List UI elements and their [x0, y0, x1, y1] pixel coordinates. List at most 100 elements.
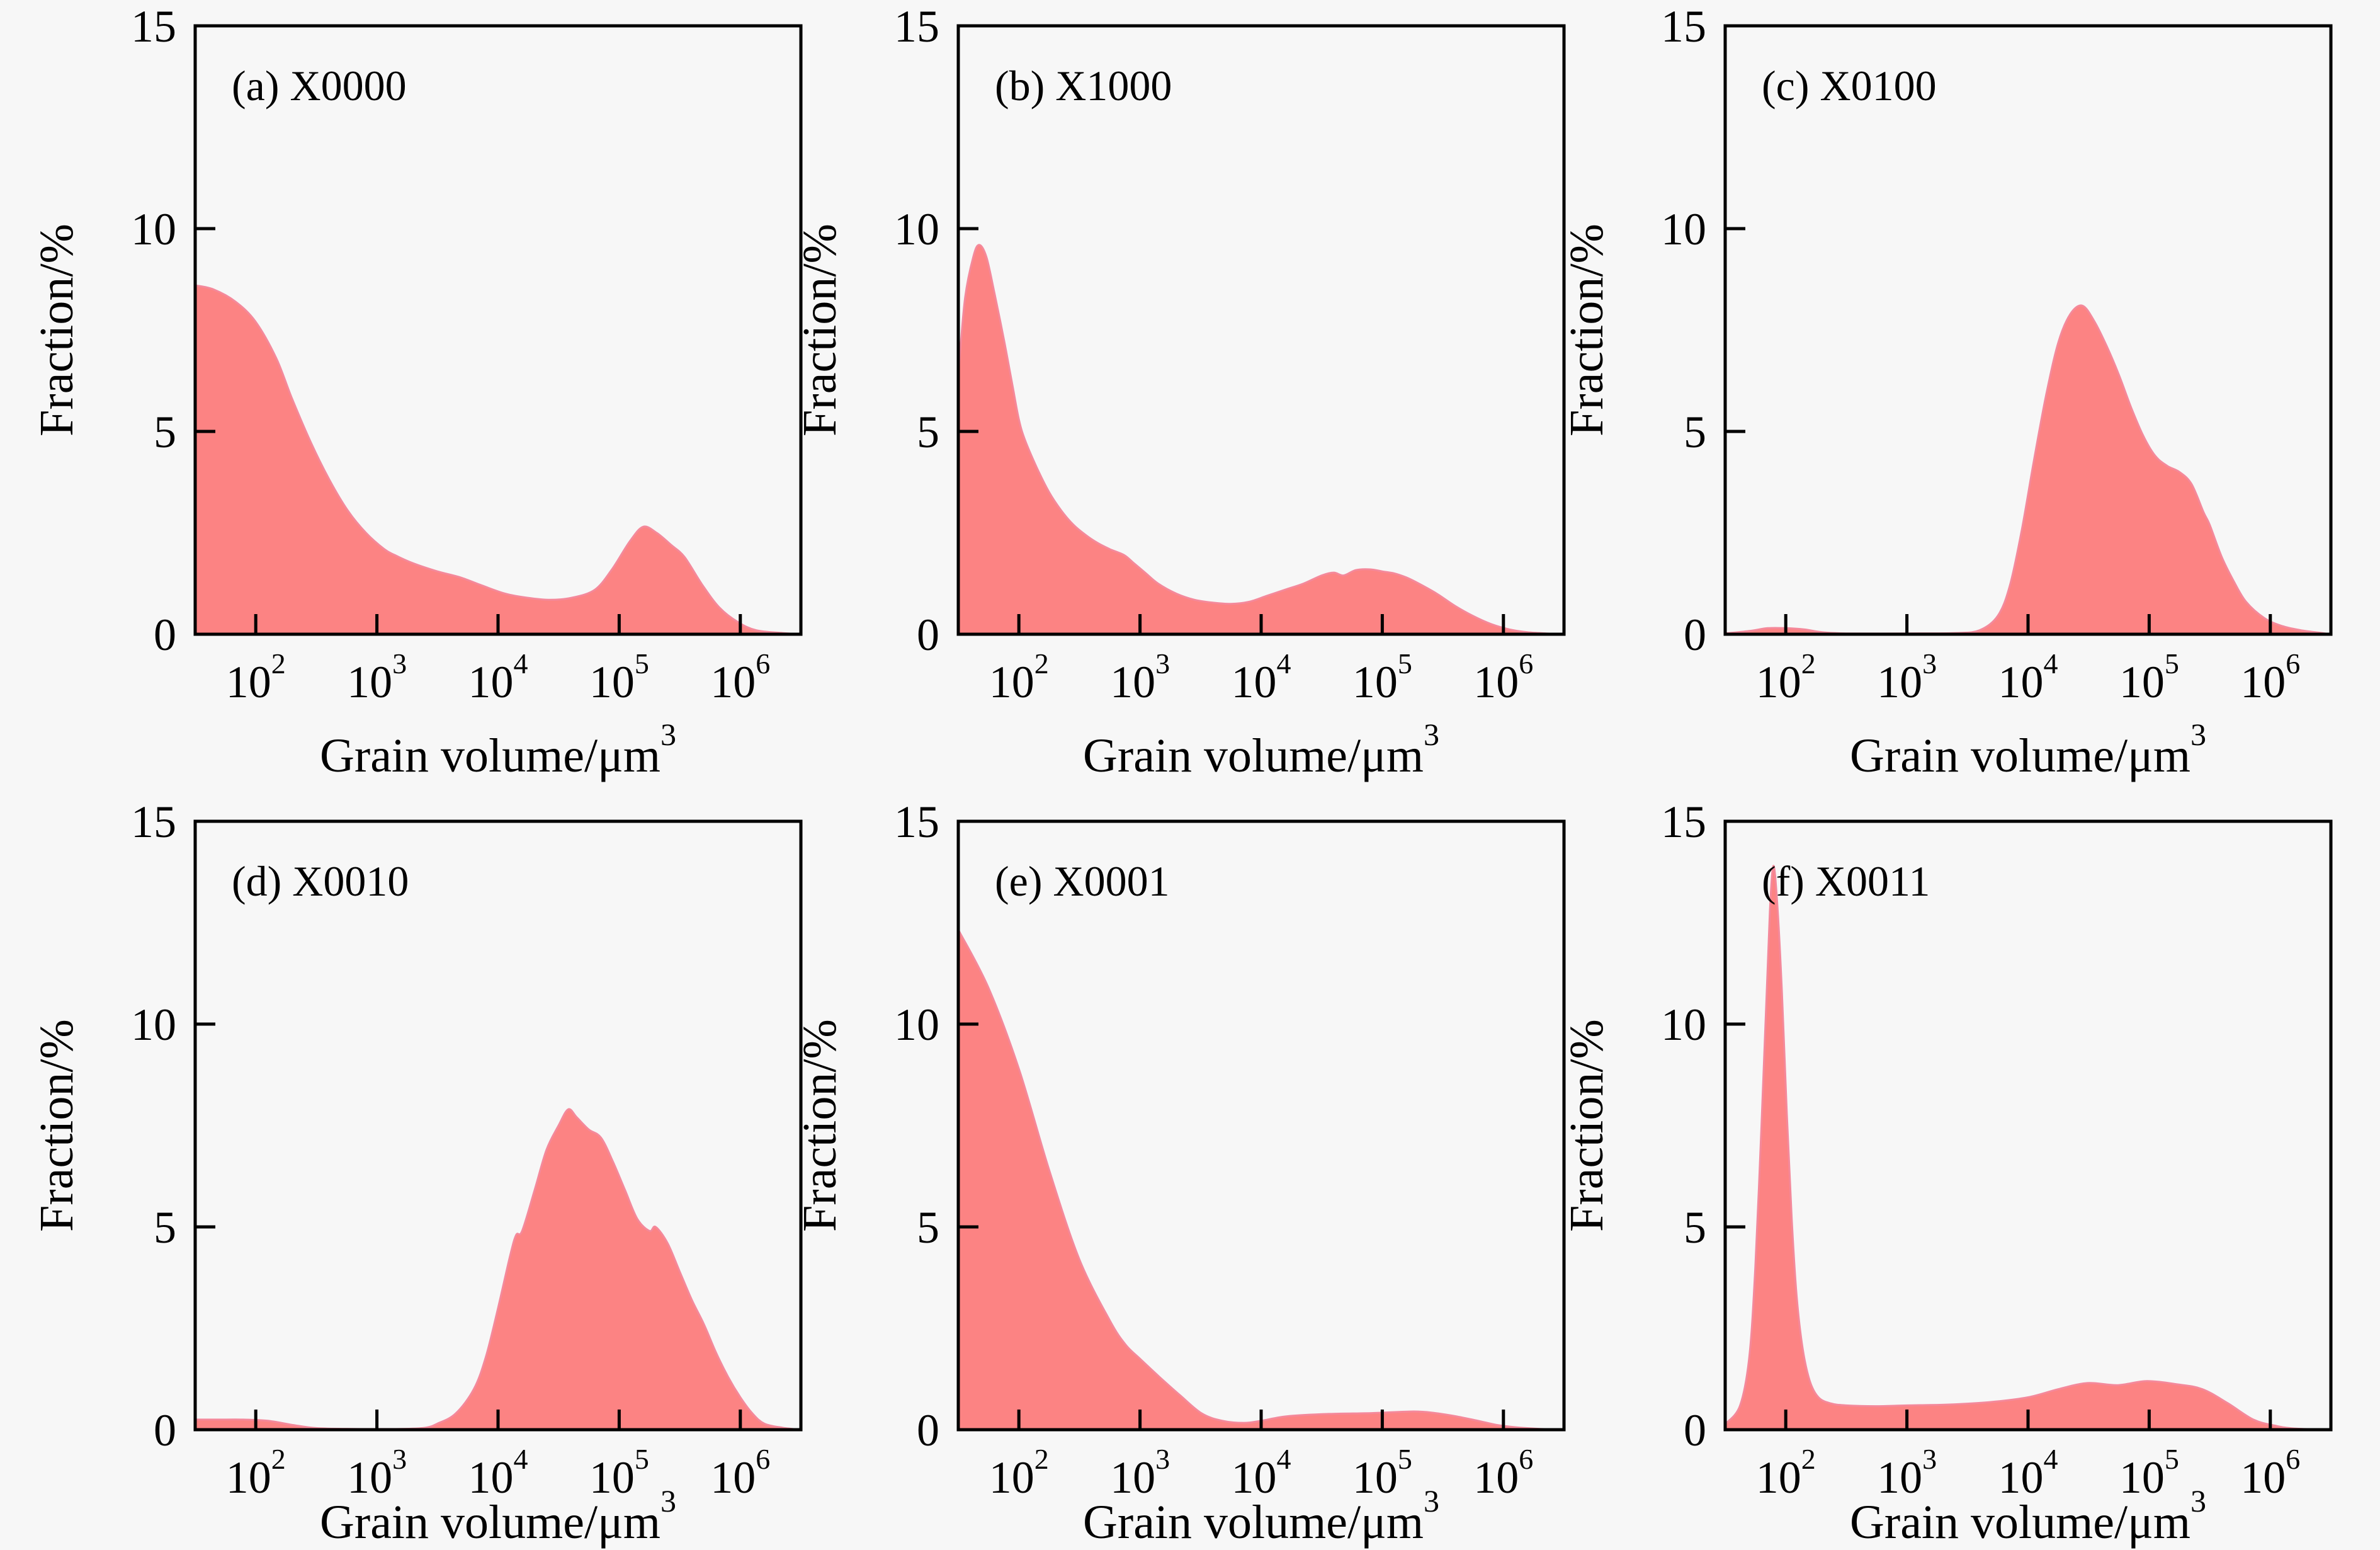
y-tick-label: 10 — [131, 1000, 176, 1050]
x-axis-label: Grain volume/μm3 — [1083, 1483, 1439, 1549]
x-tick-label: 105 — [1352, 647, 1412, 707]
panel-d-area — [195, 1108, 801, 1430]
panel-c: 102 103 104 105 106 0 5 10 15 Grain volume/μm3 Fra… — [1560, 1, 2333, 782]
panel-f-curve — [1725, 865, 2331, 1430]
panel-e-curve — [958, 930, 1564, 1430]
y-tick-label: 0 — [154, 610, 176, 660]
x-tick-label: 102 — [226, 647, 286, 707]
y-tick-label: 0 — [154, 1405, 176, 1456]
panel-label-a: (a) X0000 — [232, 62, 407, 110]
y-tick-label: 5 — [1684, 1202, 1706, 1253]
panel-f-series — [1725, 865, 2331, 1430]
y-axis: 0 5 10 15 — [131, 797, 215, 1456]
y-tick-label: 10 — [894, 204, 939, 254]
x-tick-label: 106 — [710, 647, 770, 707]
y-tick-label: 15 — [894, 797, 939, 847]
panel-a-curve — [195, 284, 801, 634]
x-tick-label: 106 — [1473, 647, 1533, 707]
x-tick-label: 102 — [226, 1443, 286, 1503]
x-tick-label: 103 — [1110, 1443, 1170, 1503]
panel-e: 102 103 104 105 106 0 5 10 15 Grain volume/μm3 Fra… — [793, 797, 1566, 1549]
y-tick-label: 0 — [1684, 610, 1706, 660]
y-axis: 0 5 10 15 — [131, 1, 215, 660]
plot-frame — [956, 24, 1566, 636]
y-axis-label: Fraction/% — [1560, 224, 1613, 436]
x-tick-label: 104 — [1998, 647, 2058, 707]
y-axis: 0 5 10 15 — [894, 797, 978, 1456]
x-axis-label: Grain volume/μm3 — [1850, 717, 2206, 782]
y-axis-label: Fraction/% — [793, 1019, 846, 1232]
y-tick-label: 15 — [1661, 1, 1706, 52]
x-tick-label: 104 — [1998, 1443, 2058, 1503]
panel-label-d: (d) X0010 — [232, 857, 409, 905]
panel-a-area — [195, 285, 801, 634]
x-tick-label: 104 — [1232, 647, 1291, 707]
x-tick-label: 106 — [2240, 647, 2300, 707]
y-tick-label: 10 — [131, 204, 176, 254]
panel-b-area — [958, 244, 1564, 634]
x-tick-label: 106 — [710, 1443, 770, 1503]
y-axis: 0 5 10 15 — [894, 1, 978, 660]
panel-a-series — [195, 284, 801, 634]
x-tick-label: 103 — [347, 647, 407, 707]
x-tick-label: 105 — [589, 647, 649, 707]
panel-a: 102 103 104 105 106 0 5 10 15 Grain volume/μm3 Fra… — [30, 1, 803, 782]
y-axis-label: Fraction/% — [30, 1019, 83, 1232]
y-tick-label: 10 — [1661, 204, 1706, 254]
panel-c-series — [1725, 304, 2331, 634]
x-axis: 102 103 104 105 106 — [1756, 614, 2300, 707]
y-tick-label: 0 — [917, 610, 939, 660]
x-tick-label: 104 — [468, 647, 528, 707]
y-tick-label: 15 — [131, 797, 176, 847]
y-tick-label: 15 — [131, 1, 176, 52]
panel-e-area — [958, 930, 1564, 1430]
panel-label-b: (b) X1000 — [995, 62, 1172, 110]
y-tick-label: 0 — [1684, 1405, 1706, 1456]
plot-frame — [956, 819, 1566, 1432]
x-axis-label: Grain volume/μm3 — [1850, 1483, 2206, 1549]
y-axis-label: Fraction/% — [793, 224, 846, 436]
x-tick-label: 105 — [2119, 1443, 2179, 1503]
panel-f: 102 103 104 105 106 0 5 10 15 Grain volume/μm3 Fra… — [1560, 797, 2333, 1549]
x-axis: 102 103 104 105 106 — [989, 614, 1533, 707]
x-tick-label: 105 — [2119, 647, 2179, 707]
y-tick-label: 15 — [894, 1, 939, 52]
panel-c-area — [1725, 305, 2331, 634]
x-tick-label: 106 — [2240, 1443, 2300, 1503]
panel-label-e: (e) X0001 — [995, 857, 1170, 905]
panel-d: 102 103 104 105 106 0 5 10 15 Grain volume/μm3 Fra… — [30, 797, 803, 1549]
x-axis-label: Grain volume/μm3 — [320, 717, 676, 782]
plot-frame — [1723, 24, 2333, 636]
y-axis: 0 5 10 15 — [1661, 797, 1745, 1456]
y-tick-label: 5 — [154, 1202, 176, 1253]
x-tick-label: 104 — [468, 1443, 528, 1503]
x-tick-label: 104 — [1232, 1443, 1291, 1503]
y-tick-label: 10 — [1661, 1000, 1706, 1050]
x-tick-label: 103 — [1877, 647, 1937, 707]
panel-b-series — [958, 244, 1564, 634]
y-tick-label: 5 — [917, 407, 939, 457]
x-tick-label: 105 — [1352, 1443, 1412, 1503]
panel-e-series — [958, 930, 1564, 1430]
y-axis-label: Fraction/% — [30, 224, 83, 436]
y-axis: 0 5 10 15 — [1661, 1, 1745, 660]
x-tick-label: 103 — [1877, 1443, 1937, 1503]
x-tick-label: 102 — [989, 1443, 1049, 1503]
panel-b-curve — [958, 244, 1564, 634]
panel-b: 102 103 104 105 106 0 5 10 15 Grain volume/μm3 Fra… — [793, 1, 1566, 782]
x-tick-label: 102 — [989, 647, 1049, 707]
x-tick-label: 103 — [347, 1443, 407, 1503]
y-tick-label: 15 — [1661, 797, 1706, 847]
y-tick-label: 5 — [1684, 407, 1706, 457]
plot-frame — [1723, 819, 2333, 1432]
x-tick-label: 106 — [1473, 1443, 1533, 1503]
x-tick-label: 103 — [1110, 647, 1170, 707]
x-tick-label: 105 — [589, 1443, 649, 1503]
x-tick-label: 102 — [1756, 647, 1816, 707]
y-tick-label: 5 — [154, 407, 176, 457]
x-axis: 102 103 104 105 106 — [226, 614, 770, 707]
y-axis-label: Fraction/% — [1560, 1019, 1613, 1232]
x-axis: 102 103 104 105 106 — [989, 1410, 1533, 1503]
